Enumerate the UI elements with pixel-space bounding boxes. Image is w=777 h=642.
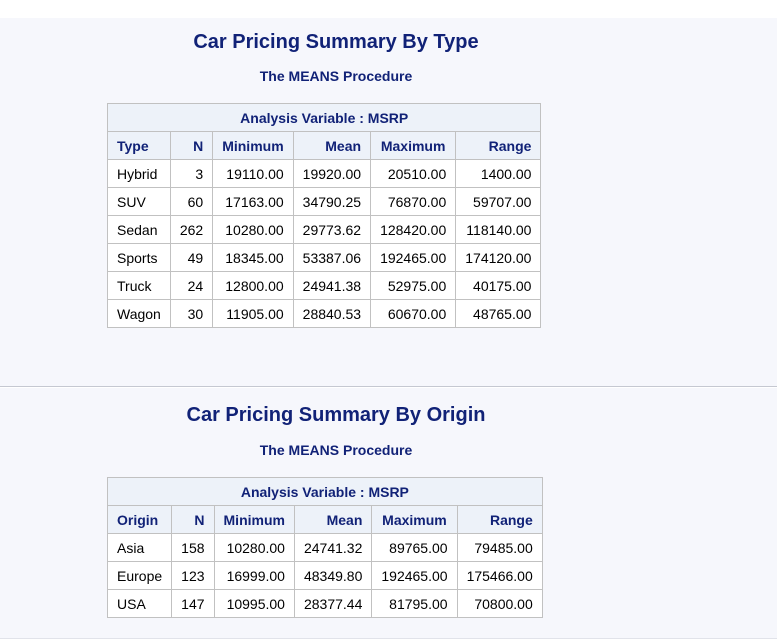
table-row: Truck 24 12800.00 24941.38 52975.00 4017… bbox=[107, 271, 542, 300]
maximum-cell: 192465.00 bbox=[371, 561, 458, 590]
range-cell: 118140.00 bbox=[455, 215, 542, 244]
analysis-variable-header: Analysis Variable : MSRP bbox=[107, 477, 543, 506]
range-cell: 40175.00 bbox=[455, 271, 542, 300]
maximum-cell: 89765.00 bbox=[371, 533, 458, 562]
maximum-cell: 81795.00 bbox=[371, 589, 458, 618]
row-label-cell: Asia bbox=[106, 533, 173, 562]
range-cell: 1400.00 bbox=[455, 159, 542, 188]
table-row: Wagon 30 11905.00 28840.53 60670.00 4876… bbox=[107, 299, 542, 328]
mean-cell: 34790.25 bbox=[292, 187, 372, 216]
means-table-by-type: Analysis Variable : MSRP Type N Minimum … bbox=[106, 103, 542, 328]
table-row: Asia 158 10280.00 24741.32 89765.00 7948… bbox=[106, 533, 543, 562]
n-cell: 262 bbox=[169, 215, 214, 244]
row-label-cell: USA bbox=[106, 589, 173, 618]
column-header-n: N bbox=[171, 505, 215, 534]
column-header-maximum: Maximum bbox=[370, 131, 457, 160]
n-cell: 147 bbox=[171, 589, 215, 618]
column-header-range: Range bbox=[456, 505, 543, 534]
section-divider bbox=[0, 638, 777, 639]
range-cell: 174120.00 bbox=[455, 243, 542, 272]
table-row: Europe 123 16999.00 48349.80 192465.00 1… bbox=[106, 561, 543, 590]
analysis-variable-row: Analysis Variable : MSRP bbox=[106, 103, 542, 132]
mean-cell: 29773.62 bbox=[292, 215, 372, 244]
row-label-cell: SUV bbox=[107, 187, 171, 216]
table-row: Hybrid 3 19110.00 19920.00 20510.00 1400… bbox=[107, 159, 542, 188]
column-header-mean: Mean bbox=[292, 131, 372, 160]
column-header-mean: Mean bbox=[293, 505, 373, 534]
mean-cell: 53387.06 bbox=[292, 243, 372, 272]
row-label-cell: Europe bbox=[106, 561, 173, 590]
minimum-cell: 17163.00 bbox=[212, 187, 294, 216]
row-label-cell: Wagon bbox=[107, 299, 171, 328]
mean-cell: 19920.00 bbox=[292, 159, 372, 188]
n-cell: 3 bbox=[169, 159, 214, 188]
table-row: Sedan 262 10280.00 29773.62 128420.00 11… bbox=[107, 215, 542, 244]
maximum-cell: 192465.00 bbox=[370, 243, 457, 272]
n-cell: 60 bbox=[169, 187, 214, 216]
minimum-cell: 12800.00 bbox=[212, 271, 294, 300]
mean-cell: 48349.80 bbox=[293, 561, 373, 590]
column-header-range: Range bbox=[455, 131, 542, 160]
minimum-cell: 10995.00 bbox=[213, 589, 295, 618]
column-header-maximum: Maximum bbox=[371, 505, 458, 534]
range-cell: 59707.00 bbox=[455, 187, 542, 216]
minimum-cell: 10280.00 bbox=[213, 533, 295, 562]
analysis-variable-header: Analysis Variable : MSRP bbox=[106, 103, 542, 132]
maximum-cell: 76870.00 bbox=[370, 187, 457, 216]
means-table-by-origin: Analysis Variable : MSRP Origin N Minimu… bbox=[106, 477, 543, 618]
maximum-cell: 20510.00 bbox=[370, 159, 457, 188]
column-header-row: Type N Minimum Mean Maximum Range bbox=[107, 131, 542, 160]
analysis-variable-row: Analysis Variable : MSRP bbox=[107, 477, 543, 506]
procedure-subtitle: The MEANS Procedure bbox=[259, 68, 413, 84]
column-header-row: Origin N Minimum Mean Maximum Range bbox=[106, 505, 543, 534]
minimum-cell: 10280.00 bbox=[212, 215, 294, 244]
column-header-minimum: Minimum bbox=[212, 131, 294, 160]
maximum-cell: 60670.00 bbox=[370, 299, 457, 328]
n-cell: 30 bbox=[169, 299, 214, 328]
minimum-cell: 16999.00 bbox=[213, 561, 295, 590]
row-label-cell: Hybrid bbox=[107, 159, 171, 188]
range-cell: 79485.00 bbox=[456, 533, 543, 562]
column-header-type: Type bbox=[107, 131, 171, 160]
minimum-cell: 19110.00 bbox=[212, 159, 294, 188]
section-divider bbox=[0, 386, 777, 387]
table-row: SUV 60 17163.00 34790.25 76870.00 59707.… bbox=[107, 187, 542, 216]
mean-cell: 28377.44 bbox=[293, 589, 373, 618]
mean-cell: 28840.53 bbox=[292, 299, 372, 328]
table-row: Sports 49 18345.00 53387.06 192465.00 17… bbox=[107, 243, 542, 272]
column-header-origin: Origin bbox=[106, 505, 173, 534]
range-cell: 70800.00 bbox=[456, 589, 543, 618]
column-header-n: N bbox=[169, 131, 214, 160]
row-label-cell: Sports bbox=[107, 243, 171, 272]
minimum-cell: 18345.00 bbox=[212, 243, 294, 272]
row-label-cell: Truck bbox=[107, 271, 171, 300]
mean-cell: 24741.32 bbox=[293, 533, 373, 562]
maximum-cell: 128420.00 bbox=[370, 215, 457, 244]
report-panel-by-origin: Car Pricing Summary By Origin The MEANS … bbox=[0, 388, 777, 638]
procedure-subtitle: The MEANS Procedure bbox=[259, 442, 413, 458]
table-row: USA 147 10995.00 28377.44 81795.00 70800… bbox=[106, 589, 543, 618]
range-cell: 48765.00 bbox=[455, 299, 542, 328]
minimum-cell: 11905.00 bbox=[212, 299, 294, 328]
report-title: Car Pricing Summary By Type bbox=[193, 31, 479, 53]
column-header-minimum: Minimum bbox=[213, 505, 295, 534]
range-cell: 175466.00 bbox=[456, 561, 543, 590]
n-cell: 158 bbox=[171, 533, 215, 562]
report-title: Car Pricing Summary By Origin bbox=[186, 404, 486, 426]
maximum-cell: 52975.00 bbox=[370, 271, 457, 300]
n-cell: 49 bbox=[169, 243, 214, 272]
n-cell: 123 bbox=[171, 561, 215, 590]
row-label-cell: Sedan bbox=[107, 215, 171, 244]
n-cell: 24 bbox=[169, 271, 214, 300]
report-panel-by-type: Car Pricing Summary By Type The MEANS Pr… bbox=[0, 18, 777, 386]
mean-cell: 24941.38 bbox=[292, 271, 372, 300]
